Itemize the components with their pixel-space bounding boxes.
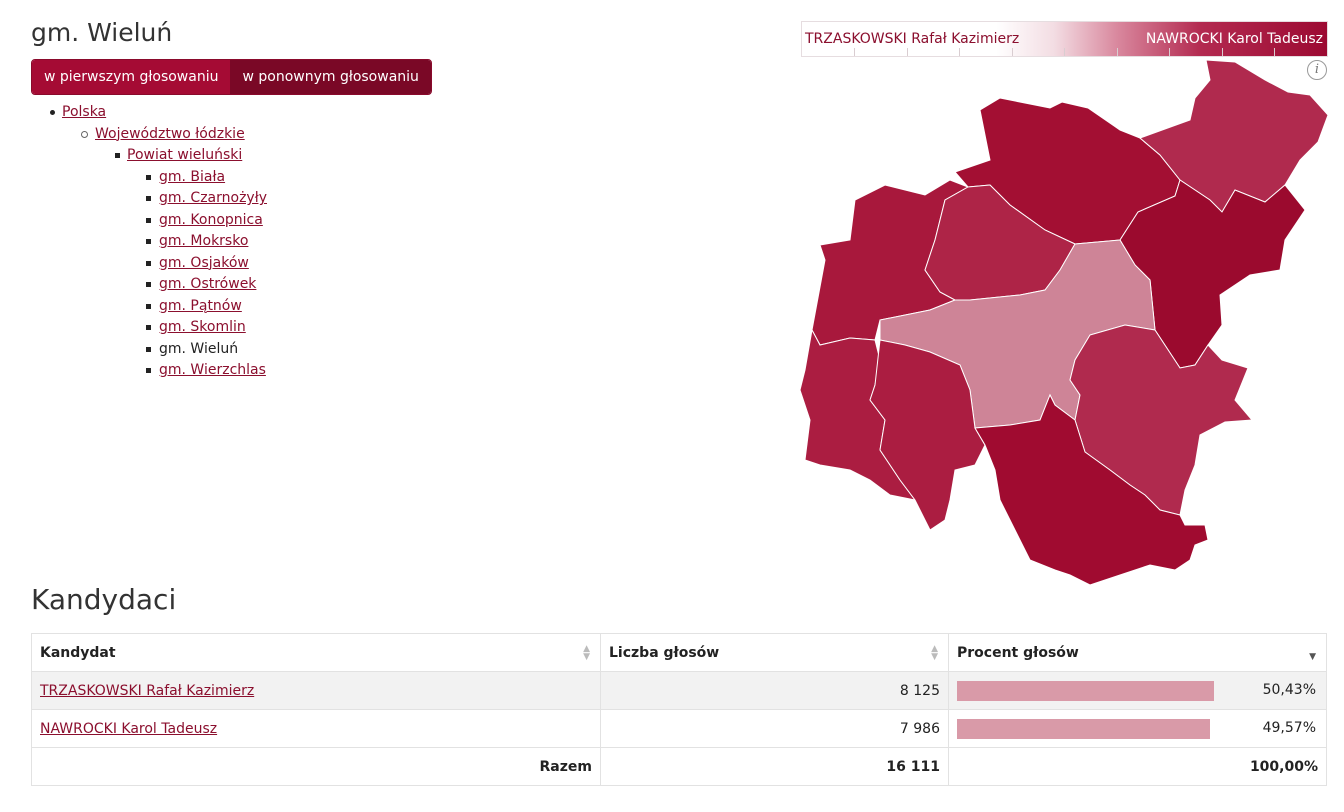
bullet-icon [146,368,151,373]
bullet-icon [146,346,151,352]
total-percent: 100,00% [948,747,1327,786]
candidate-link[interactable]: TRZASKOWSKI Rafał Kazimierz [40,682,255,699]
tree-link-commune[interactable]: gm. Mokrsko [159,233,249,249]
legend-ticks [802,46,1327,56]
tree-link-commune[interactable]: gm. Wierzchlas [159,362,266,378]
page-title: gm. Wieluń [31,18,173,47]
tab-second-round[interactable]: w ponownym głosowaniu [230,60,431,94]
tree-link-commune[interactable]: gm. Ostrówek [159,276,257,292]
commune-map [799,59,1329,586]
tree-link-county[interactable]: Powiat wieluński [127,147,243,163]
percent-value: 49,57% [1262,719,1316,736]
legend-right-label: NAWROCKI Karol Tadeusz [1145,31,1323,47]
legend-left-label: TRZASKOWSKI Rafał Kazimierz [805,31,1020,47]
table-row: NAWROCKI Karol Tadeusz 7 986 49,57% [31,709,1327,748]
votes-cell: 8 125 [600,671,949,710]
candidates-heading: Kandydaci [31,583,177,616]
candidates-table: Kandydat ▲ ▼ Liczba głosów ▲ ▼ Procent głosó… [31,633,1327,786]
total-votes: 16 111 [600,747,949,786]
region-tree: Polska Województwo łódzkie Powiat wieluń… [0,102,267,382]
tab-first-round[interactable]: w pierwszym głosowaniu [32,60,231,94]
tree-link-commune[interactable]: gm. Konopnica [159,211,263,228]
bullet-icon [146,303,151,309]
tree-link-commune[interactable]: gm. Osjaków [159,254,249,271]
map-region[interactable] [869,339,986,531]
sort-icon[interactable]: ▲ ▼ [583,644,590,662]
bullet-icon [146,260,151,266]
votes-cell: 7 986 [600,709,949,748]
col-header-votes[interactable]: Liczba głosów ▲ ▼ [600,633,949,672]
candidate-link[interactable]: NAWROCKI Karol Tadeusz [40,720,218,737]
total-label: Razem [31,747,601,786]
bullet-icon [115,153,120,158]
tree-link-commune[interactable]: gm. Biała [159,168,226,185]
tree-link-commune[interactable]: gm. Czarnożyły [159,190,267,206]
percent-bar: 49,57% [957,718,1318,739]
tree-current-commune: gm. Wieluń [159,340,239,357]
percent-value: 50,43% [1262,681,1316,698]
sort-icon[interactable]: ▲ ▼ [931,644,938,662]
bullet-icon [146,239,151,244]
color-legend: TRZASKOWSKI Rafał Kazimierz NAWROCKI Kar… [801,21,1328,57]
round-tabs: w pierwszym głosowaniu w ponownym głosow… [31,59,432,95]
bullet-icon [146,282,151,287]
tree-link-commune[interactable]: gm. Skomlin [159,319,246,335]
bullet-icon [146,217,151,223]
bullet-icon [146,325,151,330]
col-header-candidate[interactable]: Kandydat ▲ ▼ [31,633,601,672]
percent-bar: 50,43% [957,680,1318,701]
info-icon[interactable]: i [1307,60,1327,80]
bullet-icon [81,130,88,138]
tree-link-commune[interactable]: gm. Pątnów [159,297,242,314]
total-row: Razem 16 111 100,00% [31,747,1327,786]
tree-link-voivodeship[interactable]: Województwo łódzkie [95,125,245,142]
bullet-icon [146,174,151,180]
map-region[interactable] [974,393,1209,586]
sort-desc-icon[interactable]: ▼ [1309,652,1316,662]
bullet-icon [50,110,55,115]
bullet-icon [146,196,151,201]
col-header-percent[interactable]: Procent głosów ▼ [948,633,1327,672]
table-row: TRZASKOWSKI Rafał Kazimierz 8 125 50,43% [31,671,1327,710]
tree-link-poland[interactable]: Polska [62,104,107,120]
